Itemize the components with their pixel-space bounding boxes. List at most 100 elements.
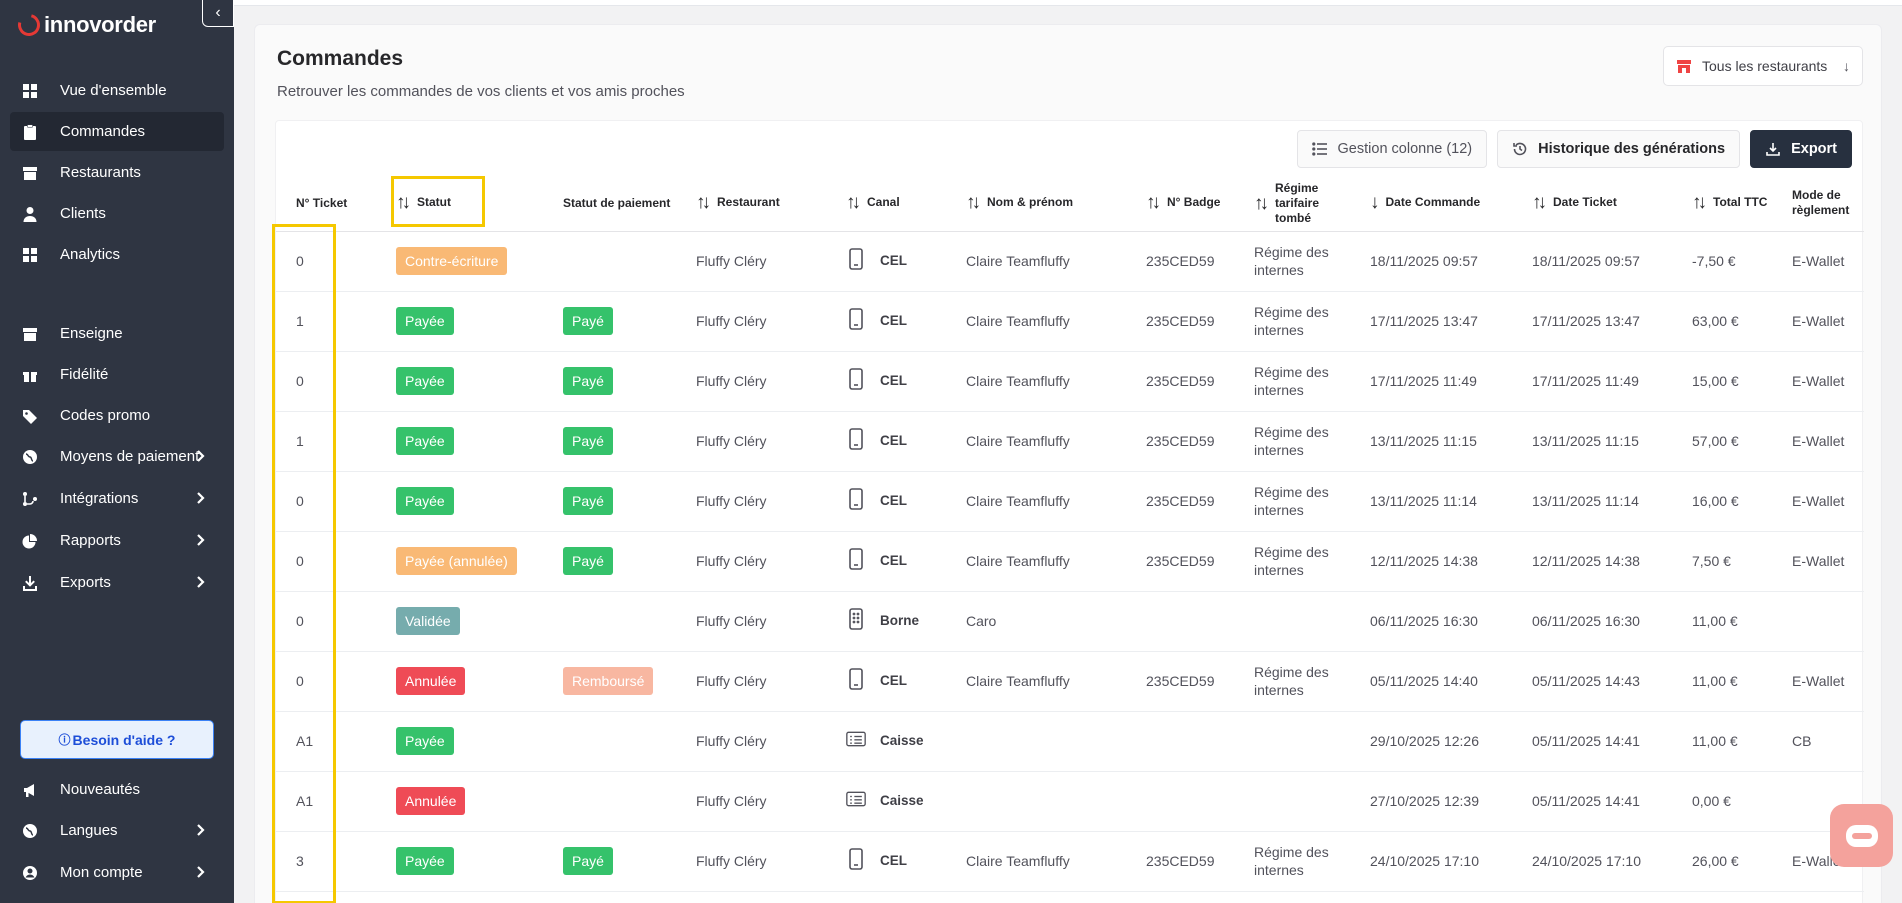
sidebar-item-vue-d-ensemble[interactable]: Vue d'ensemble xyxy=(10,71,224,110)
column-header[interactable]: ↑↓ Date Ticket xyxy=(1512,176,1672,232)
sort-icon[interactable]: ↑↓ xyxy=(966,191,981,213)
table-row[interactable]: 0 Payée Payé Fluffy Cléry CEL Claire Teamfluf… xyxy=(276,471,1864,532)
table-row[interactable]: 0 Validée Fluffy Cléry Borne Caro 06/11/2025 … xyxy=(276,591,1864,652)
sort-icon[interactable]: ↑↓ xyxy=(1146,191,1161,213)
export-button[interactable]: Export xyxy=(1750,130,1852,168)
ticket-date: 06/11/2025 16:30 xyxy=(1512,591,1672,652)
globe-icon xyxy=(20,821,40,841)
chevron-right-icon xyxy=(192,448,208,464)
sort-icon[interactable]: ↑↓ xyxy=(846,191,861,213)
sidebar-item-moyens-de-paiement[interactable]: Moyens de paiement xyxy=(10,437,224,476)
column-header[interactable]: ↑↓ Statut xyxy=(376,176,543,232)
phone-icon xyxy=(846,667,866,696)
sidebar-item-fidelite[interactable]: Fidélité xyxy=(10,355,224,394)
status-badge: Annulée xyxy=(396,667,466,695)
sort-icon[interactable]: ↑↓ xyxy=(1254,192,1269,214)
channel-label: Caisse xyxy=(880,793,924,808)
customer-name: Claire Teamfluffy xyxy=(946,231,1126,292)
channel-cell: CEL xyxy=(826,351,946,412)
table-row[interactable]: 0 Annulée Remboursé Fluffy Cléry CEL Claire T… xyxy=(276,651,1864,712)
status-cell: Payée xyxy=(376,831,543,892)
chevron-right-icon xyxy=(192,822,208,838)
account-icon xyxy=(20,863,40,883)
sort-desc-icon[interactable]: ↓ xyxy=(1370,191,1379,213)
table-row[interactable]: A1 Annulée Fluffy Cléry Caisse 27/10/2025 12… xyxy=(276,771,1864,832)
pricing-regime xyxy=(1234,591,1350,652)
sidebar-item-commandes[interactable]: Commandes xyxy=(10,112,224,151)
generation-history-button[interactable]: Historique des générations xyxy=(1497,130,1741,168)
payment-status-cell: Payé xyxy=(543,531,676,592)
restaurant: Fluffy Cléry xyxy=(676,711,826,772)
ticket-date: 17/11/2025 13:47 xyxy=(1512,291,1672,352)
badge-number xyxy=(1126,771,1234,832)
pricing-regime: Régime des internes xyxy=(1234,231,1350,292)
sidebar-item-exports[interactable]: Exports xyxy=(10,563,224,602)
table-row[interactable]: 1 Payée Payé Fluffy Cléry CEL Claire Teamfluf… xyxy=(276,411,1864,472)
sidebar-item-analytics[interactable]: Analytics xyxy=(10,235,224,274)
sidebar-item-label: Vue d'ensemble xyxy=(60,82,167,99)
sidebar-item-label: Rapports xyxy=(60,532,121,549)
sort-icon[interactable]: ↑↓ xyxy=(1532,191,1547,213)
chat-button[interactable] xyxy=(1830,804,1893,867)
export-label: Export xyxy=(1791,141,1837,157)
channel-cell: CEL xyxy=(826,471,946,532)
sidebar-item-langues[interactable]: Langues xyxy=(10,811,224,850)
column-header[interactable]: ↑↓ Régime tarifaire tombé xyxy=(1234,176,1350,232)
sidebar-item-nouveautes[interactable]: Nouveautés xyxy=(10,770,224,809)
sidebar-item-clients[interactable]: Clients xyxy=(10,194,224,233)
payment-status-cell: Payé xyxy=(543,291,676,352)
table-row[interactable]: 0 Payée (annulée) Payé Fluffy Cléry CEL Clair… xyxy=(276,531,1864,592)
payment-status-badge: Payé xyxy=(563,307,613,335)
column-header[interactable]: ↓ Date Commande xyxy=(1350,176,1512,232)
sidebar-item-integrations[interactable]: Intégrations xyxy=(10,479,224,518)
column-management-button[interactable]: Gestion colonne (12) xyxy=(1296,130,1488,168)
payment-status-cell: Payé xyxy=(543,831,676,892)
sort-icon[interactable]: ↑↓ xyxy=(696,191,711,213)
table-row[interactable]: 0 Payée Payé Fluffy Cléry CEL Claire Teamfluf… xyxy=(276,351,1864,412)
sidebar-item-mon-compte[interactable]: Mon compte xyxy=(10,853,224,892)
sidebar-item-label: Commandes xyxy=(60,123,146,140)
total-ttc: 57,00 € xyxy=(1672,411,1772,472)
restaurant: Fluffy Cléry xyxy=(676,351,826,412)
help-icon: ⓘ xyxy=(58,733,71,747)
table-row[interactable]: 1 Payée Payé Fluffy Cléry CEL Claire Teamfluf… xyxy=(276,291,1864,352)
pricing-regime: Régime des internes xyxy=(1234,531,1350,592)
collapse-sidebar-button[interactable]: ‹ xyxy=(202,0,234,27)
column-header[interactable]: ↑↓ Canal xyxy=(826,176,946,232)
pricing-regime: Régime des internes xyxy=(1234,291,1350,352)
order-date: 17/11/2025 13:47 xyxy=(1350,291,1512,352)
arrow-down-icon: ↓ xyxy=(1843,58,1850,74)
table-row[interactable]: A1 Payée Fluffy Cléry Caisse 29/10/2025 12:2… xyxy=(276,711,1864,772)
column-header[interactable]: ↑↓ Nom & prénom xyxy=(946,176,1126,232)
sidebar-item-codes-promo[interactable]: Codes promo xyxy=(10,396,224,435)
sort-icon[interactable]: ↑↓ xyxy=(1692,191,1707,213)
column-header[interactable]: ↑↓ Total TTC xyxy=(1672,176,1772,232)
sidebar-item-label: Mon compte xyxy=(60,864,143,881)
sidebar-item-rapports[interactable]: Rapports xyxy=(10,521,224,560)
customer-name: Claire Teamfluffy xyxy=(946,831,1126,892)
phone-icon xyxy=(846,847,866,876)
sidebar-item-enseigne[interactable]: Enseigne xyxy=(10,314,224,353)
badge-number: 235CED59 xyxy=(1126,351,1234,412)
payment-status-badge: Payé xyxy=(563,487,613,515)
table-row[interactable]: 3 Payée Payé Fluffy Cléry CEL Claire Teamfluf… xyxy=(276,831,1864,892)
topbar xyxy=(234,0,1902,6)
table-row[interactable]: 0 Contre-écriture Fluffy Cléry CEL Claire Te… xyxy=(276,231,1864,292)
column-header[interactable]: ↑↓ Restaurant xyxy=(676,176,826,232)
brand-logo[interactable]: innovorder xyxy=(13,9,156,41)
payment-method xyxy=(1772,591,1864,652)
column-header-label: N° Badge xyxy=(1167,194,1221,209)
payment-status-cell: Payé xyxy=(543,351,676,412)
restaurant: Fluffy Cléry xyxy=(676,471,826,532)
pie-icon xyxy=(20,531,40,551)
restaurant-filter-select[interactable]: Tous les restaurants ↓ xyxy=(1663,46,1863,86)
megaphone-icon xyxy=(20,780,40,800)
help-button[interactable]: ⓘ Besoin d'aide ? xyxy=(20,720,214,759)
total-ttc: 63,00 € xyxy=(1672,291,1772,352)
pricing-regime: Régime des internes xyxy=(1234,651,1350,712)
sidebar-item-restaurants[interactable]: Restaurants xyxy=(10,153,224,192)
globe-icon xyxy=(20,447,40,467)
customer-name xyxy=(946,711,1126,772)
column-header[interactable]: ↑↓ N° Badge xyxy=(1126,176,1234,232)
status-badge: Payée xyxy=(396,427,454,455)
